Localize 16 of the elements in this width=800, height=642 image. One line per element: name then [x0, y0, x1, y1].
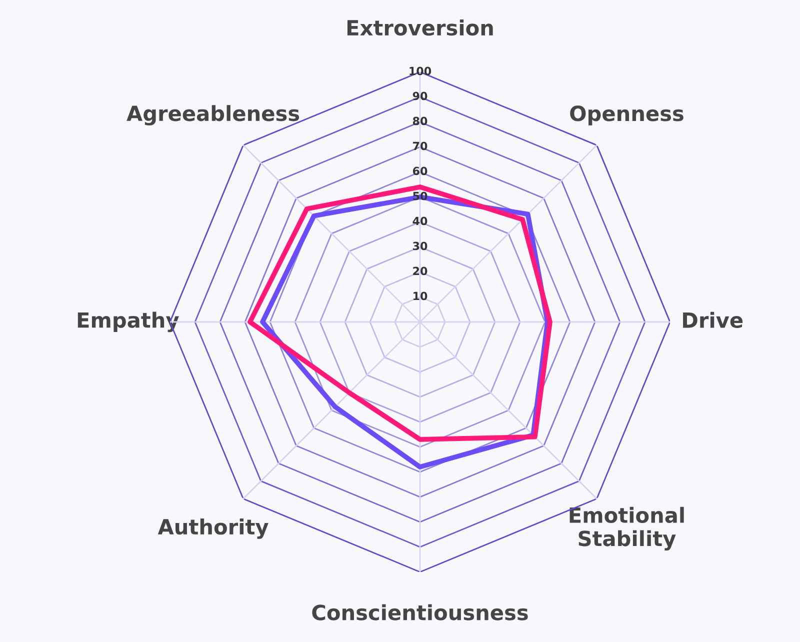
y-tick-label: 70: [413, 142, 428, 150]
y-tick-label: 100: [410, 66, 432, 76]
spoke-label: Conscientiousness: [312, 604, 528, 620]
spoke-label: Extroversion: [347, 20, 493, 36]
y-tick-label: 80: [412, 116, 428, 126]
spoke-label: Openness: [570, 106, 684, 126]
spoke-label: Drive: [683, 312, 743, 328]
spoke-label: Agreeableness: [126, 105, 300, 126]
spoke-label: Authority: [158, 518, 268, 539]
y-tick-label: 90: [412, 92, 428, 100]
spoke-label: Emotional Stability: [570, 506, 684, 551]
y-tick-label: 30: [413, 242, 428, 250]
y-tick-label: 10: [414, 292, 428, 300]
y-tick-label: 60: [412, 166, 428, 176]
y-tick-label: 20: [413, 266, 428, 276]
y-tick-label: 40: [412, 216, 428, 226]
